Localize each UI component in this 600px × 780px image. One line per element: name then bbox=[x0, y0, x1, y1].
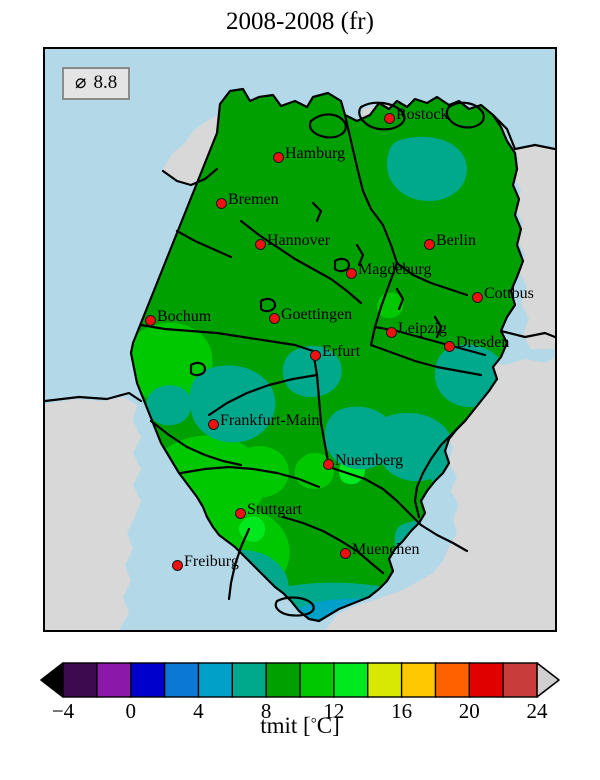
city-label: Magdeburg bbox=[358, 261, 432, 278]
city-label: Dresden bbox=[456, 334, 510, 351]
colorbar-bracket-close: ] bbox=[332, 713, 340, 738]
colorbar-tick-label: 12 bbox=[323, 699, 344, 722]
city-dot-icon bbox=[322, 458, 334, 470]
colorbar-unit-text: C bbox=[316, 713, 333, 738]
colorbar-under-arrow bbox=[40, 662, 64, 698]
colorbar-bin bbox=[502, 662, 539, 698]
city-dot-icon bbox=[339, 547, 351, 559]
colorbar-bins bbox=[40, 662, 560, 698]
colorbar-tick-label: 8 bbox=[261, 699, 272, 722]
city-dot-icon bbox=[144, 314, 156, 326]
colorbar-bin bbox=[367, 662, 403, 698]
colorbar-bin bbox=[96, 662, 132, 698]
colorbar-tick-labels: −4 0 4 8 12 16 20 24 bbox=[52, 699, 548, 722]
city-dot-icon bbox=[309, 349, 321, 361]
colorbar-tick-label: 4 bbox=[193, 699, 204, 722]
colorbar-bin bbox=[468, 662, 505, 698]
city-dot-icon bbox=[443, 340, 455, 352]
city-label: Hannover bbox=[267, 232, 331, 249]
colorbar-tick-label: 16 bbox=[391, 699, 412, 722]
colorbar-bin bbox=[299, 662, 335, 698]
colorbar-svg: −4 0 4 8 12 16 20 24 bbox=[40, 662, 560, 722]
city-label: Cottbus bbox=[484, 285, 534, 302]
colorbar-bin bbox=[333, 662, 369, 698]
colorbar: −4 0 4 8 12 16 20 24 tmit [°C] bbox=[0, 652, 600, 780]
city-dot-icon bbox=[254, 238, 266, 250]
colorbar-bin bbox=[62, 662, 98, 698]
city-dot-icon bbox=[471, 291, 483, 303]
colorbar-bin bbox=[163, 662, 200, 698]
city-label: Berlin bbox=[436, 232, 476, 249]
colorbar-axis-label: tmit [°C] bbox=[0, 713, 600, 739]
city-dot-icon bbox=[385, 326, 397, 338]
colorbar-tick-label: −4 bbox=[52, 699, 75, 722]
colorbar-bin bbox=[231, 662, 268, 698]
city-dot-icon bbox=[215, 197, 227, 209]
colorbar-bin bbox=[400, 662, 437, 698]
city-label: Erfurt bbox=[322, 343, 361, 360]
city-dot-icon bbox=[423, 238, 435, 250]
page-title: 2008-2008 (fr) bbox=[226, 8, 374, 35]
city-label: Leipzig bbox=[398, 320, 447, 337]
city-dot-icon bbox=[234, 507, 246, 519]
colorbar-tick-label: 0 bbox=[125, 699, 136, 722]
city-label: Hamburg bbox=[285, 145, 346, 162]
city-dot-icon bbox=[268, 312, 280, 324]
colorbar-bin bbox=[434, 662, 471, 698]
colorbar-tick-label: 20 bbox=[459, 699, 480, 722]
city-dot-icon bbox=[272, 151, 284, 163]
city-label: Bochum bbox=[157, 308, 212, 325]
city-label: Goettingen bbox=[281, 306, 353, 323]
map-panel: ⌀ 8.8 Rostock Hamburg Bremen Hannover Berlin M… bbox=[43, 47, 557, 632]
city-label: Freiburg bbox=[184, 553, 239, 570]
colorbar-tick-label: 24 bbox=[527, 699, 549, 722]
colorbar-over-arrow bbox=[536, 662, 560, 698]
domain-mean-badge: ⌀ 8.8 bbox=[62, 67, 131, 100]
city-label: Frankfurt-Main bbox=[220, 412, 320, 429]
colorbar-bin bbox=[265, 662, 302, 698]
city-label: Bremen bbox=[228, 191, 279, 208]
colorbar-bin bbox=[130, 662, 166, 698]
city-label: Nuernberg bbox=[335, 452, 404, 469]
city-dot-icon bbox=[207, 418, 219, 430]
city-dot-icon bbox=[383, 112, 395, 124]
colorbar-bin bbox=[197, 662, 234, 698]
city-label: Rostock bbox=[396, 106, 449, 123]
city-dot-icon bbox=[345, 267, 357, 279]
administrative-borders bbox=[45, 87, 555, 623]
temperature-map bbox=[45, 49, 555, 630]
mean-value: 8.8 bbox=[93, 72, 118, 93]
colorbar-variable-text: tmit [ bbox=[260, 713, 311, 738]
degree-symbol: ° bbox=[310, 716, 317, 732]
city-label: Stuttgart bbox=[247, 501, 303, 518]
mean-symbol: ⌀ bbox=[75, 72, 87, 93]
city-dot-icon bbox=[171, 559, 183, 571]
city-label: Muenchen bbox=[352, 541, 420, 558]
